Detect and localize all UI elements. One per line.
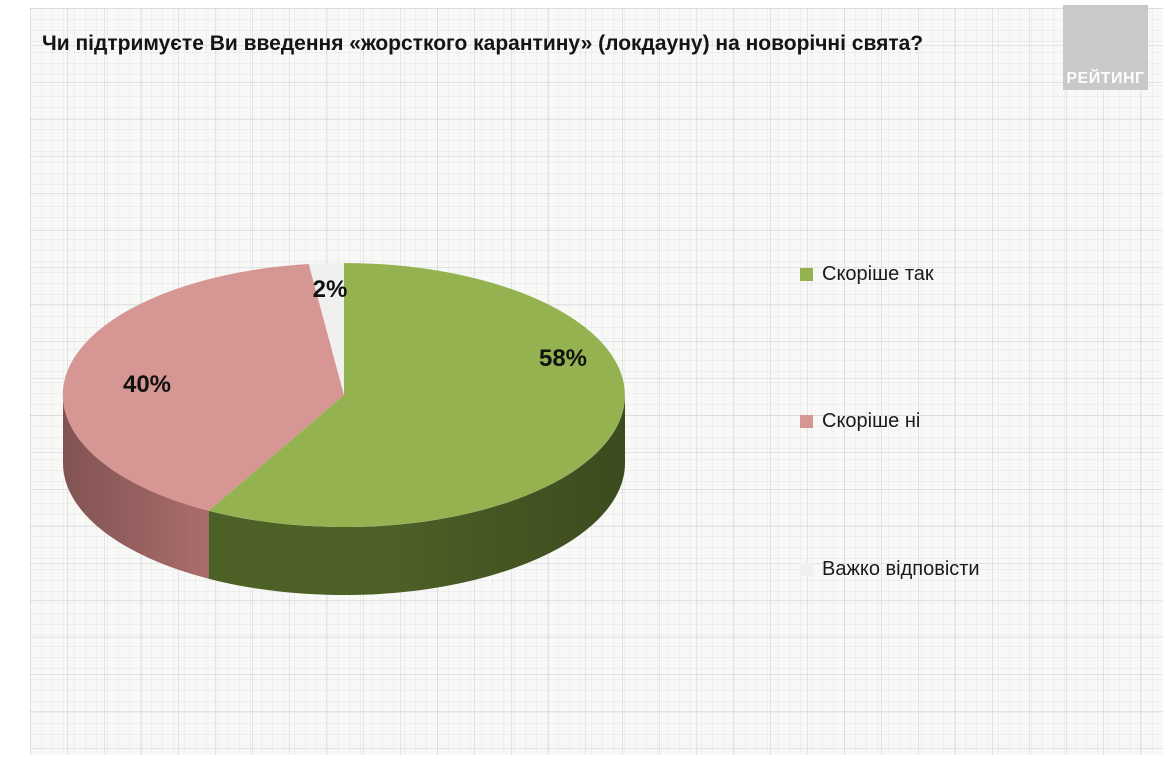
chart-title: Чи підтримуєте Ви введення «жорсткого ка…: [42, 32, 924, 55]
pie-slice-no-top: [62, 264, 345, 511]
pie-slice-yes-top: [208, 263, 625, 527]
legend-item-undecided: Важко відповісти: [800, 556, 980, 582]
pie-slice-undecided-top: [308, 262, 344, 395]
pie-side-shading: [63, 395, 625, 595]
legend-item-no: Скоріше ні: [800, 408, 920, 434]
rating-logo: РЕЙТИНГ: [1063, 5, 1148, 90]
rating-logo-text: РЕЙТИНГ: [1066, 70, 1145, 87]
legend-swatch-undecided: [800, 562, 813, 576]
pie-label-yes: 58%: [539, 345, 587, 372]
legend-label-no: Скоріше ні: [822, 409, 921, 432]
legend-swatch-no: [800, 414, 813, 428]
legend-label-undecided: Важко відповісти: [822, 557, 980, 580]
pie-label-undecided: 2%: [313, 276, 348, 303]
legend-swatch-yes: [800, 267, 813, 281]
legend-item-yes: Скоріше так: [800, 261, 934, 287]
pie-label-no: 40%: [123, 371, 171, 398]
legend-label-yes: Скоріше так: [822, 262, 934, 285]
